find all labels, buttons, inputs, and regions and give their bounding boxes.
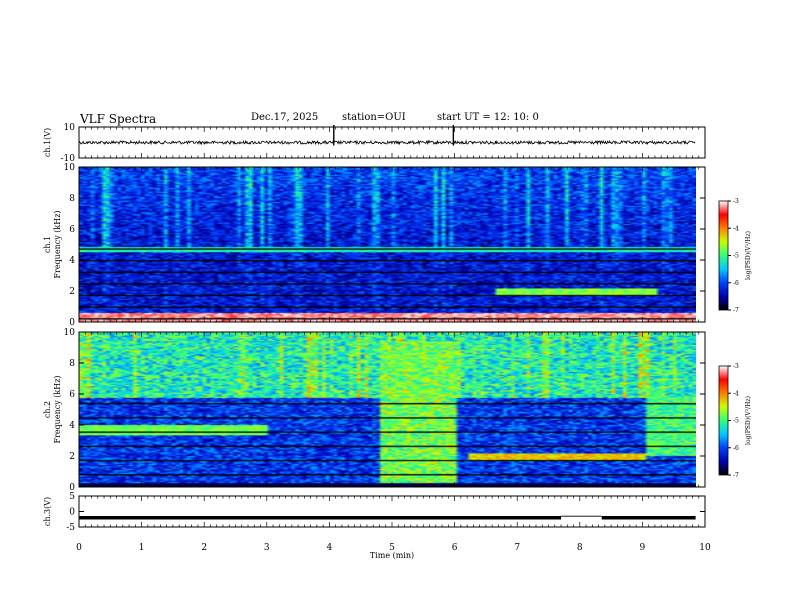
station-label: station=OUI xyxy=(342,112,406,123)
ch1-waveform-ytick-label: 10 xyxy=(64,123,76,133)
figure-title: VLF Spectra xyxy=(80,112,157,126)
ch2-spectrogram-colorbar xyxy=(718,365,729,476)
ch3-trace-ytick-label: 0 xyxy=(69,508,75,518)
ch1-spectrogram-image xyxy=(79,167,696,322)
x-tick-label: 5 xyxy=(389,543,395,553)
x-tick-label: 8 xyxy=(577,543,583,553)
ch2-spectrogram-ytick-label: 2 xyxy=(69,452,75,462)
ch1-spectrogram-colorbar-tick-label: -5 xyxy=(733,253,739,260)
ch1-spectrogram-colorbar-label: log(PSD)(V²/Hz) xyxy=(745,231,752,280)
ch2-spectrogram-colorbar-tick-label: -5 xyxy=(733,418,739,425)
ch2-spectrogram-colorbar-tick-label: -7 xyxy=(733,472,739,479)
x-tick-label: 6 xyxy=(452,543,458,553)
ch2-spectrogram-ylabel-channel: ch.2 xyxy=(43,401,52,418)
x-tick-label: 0 xyxy=(76,543,82,553)
ch2-spectrogram-colorbar-label: log(PSD)(V²/Hz) xyxy=(745,396,752,445)
ch2-spectrogram-ytick-label: 0 xyxy=(69,483,75,493)
ch1-waveform-ylabel: ch.1(V) xyxy=(43,128,52,157)
ch2-spectrogram-ytick-label: 6 xyxy=(69,390,75,400)
ch2-spectrogram-colorbar-tick-label: -4 xyxy=(733,390,739,397)
x-tick-label: 2 xyxy=(201,543,207,553)
date-label: Dec.17, 2025 xyxy=(251,112,319,123)
ch3-trace-frame xyxy=(78,495,706,528)
ch2-spectrogram-ytick-label: 8 xyxy=(69,359,75,369)
ch1-spectrogram-colorbar-tick-label: -6 xyxy=(733,280,739,287)
start-time-label: start UT = 12: 10: 0 xyxy=(437,112,539,123)
ch1-spectrogram-ytick-label: 8 xyxy=(69,194,75,204)
ch1-spectrogram-colorbar-tick-label: -4 xyxy=(733,225,739,232)
x-axis-label: Time (min) xyxy=(370,551,414,560)
ch1-spectrogram-ytick-label: 4 xyxy=(69,256,75,266)
ch3-trace-ytick-label: -5 xyxy=(66,523,75,533)
ch1-spectrogram-ytick-label: 2 xyxy=(69,287,75,297)
ch2-spectrogram-ytick-label: 4 xyxy=(69,421,75,431)
x-tick-label: 10 xyxy=(699,543,711,553)
ch1-spectrogram-ylabel: Frequency (kHz) xyxy=(53,210,62,278)
x-tick-label: 1 xyxy=(139,543,145,553)
ch2-spectrogram-ytick-label: 10 xyxy=(64,328,76,338)
ch1-spectrogram-ylabel-channel: ch.1 xyxy=(43,236,52,253)
ch3-trace-ytick-label: 5 xyxy=(69,492,75,502)
ch1-spectrogram-colorbar xyxy=(718,200,729,311)
x-tick-label: 4 xyxy=(327,543,333,553)
ch1-waveform-trace xyxy=(78,139,696,146)
ch1-spectrogram-ytick-label: 0 xyxy=(69,318,75,328)
ch2-spectrogram-colorbar-tick-label: -6 xyxy=(733,445,739,452)
ch1-spectrogram-ytick-label: 6 xyxy=(69,225,75,235)
ch1-spectrogram-colorbar-tick-label: -7 xyxy=(733,307,739,314)
ch1-spectrogram-ytick-label: 10 xyxy=(64,163,76,173)
ch2-spectrogram-colorbar-tick-label: -3 xyxy=(733,363,739,370)
ch2-spectrogram-ylabel: Frequency (kHz) xyxy=(53,375,62,443)
x-tick-label: 9 xyxy=(640,543,646,553)
ch2-spectrogram-image xyxy=(79,332,696,487)
ch1-waveform-ytick-label: -10 xyxy=(61,154,76,164)
x-tick-label: 7 xyxy=(514,543,520,553)
ch1-spectrogram-colorbar-tick-label: -3 xyxy=(733,198,739,205)
ch3-trace-ylabel: ch.3(V) xyxy=(43,497,52,526)
x-tick-label: 3 xyxy=(264,543,270,553)
